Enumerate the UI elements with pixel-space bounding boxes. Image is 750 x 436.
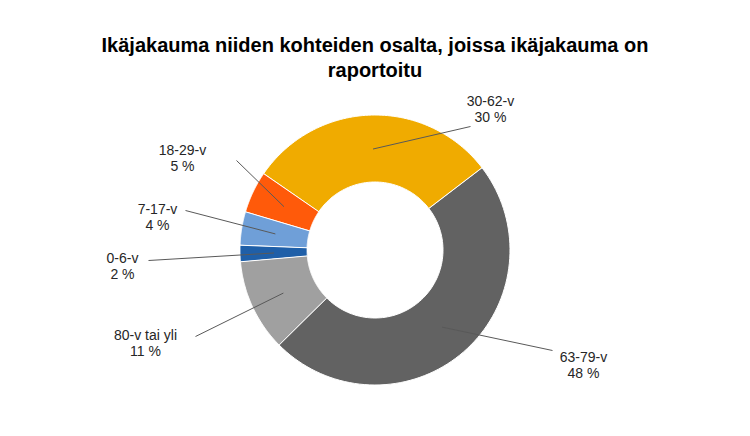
svg-text:18-29-v5 %: 18-29-v5 % <box>159 142 206 174</box>
html-text:Ikäjakauma niiden kohteiden os: Ikäjakauma niiden kohteiden osalta, jois… <box>101 34 649 81</box>
svg-text:80-v tai yli11 %: 80-v tai yli11 % <box>114 327 177 359</box>
svg-text:30-62-v30 %: 30-62-v30 % <box>467 93 514 125</box>
svg-text:7-17-v4 %: 7-17-v4 % <box>138 201 178 233</box>
svg-text:0-6-v2 %: 0-6-v2 % <box>107 250 139 282</box>
svg-text:63-79-v48 %: 63-79-v48 % <box>560 349 607 381</box>
